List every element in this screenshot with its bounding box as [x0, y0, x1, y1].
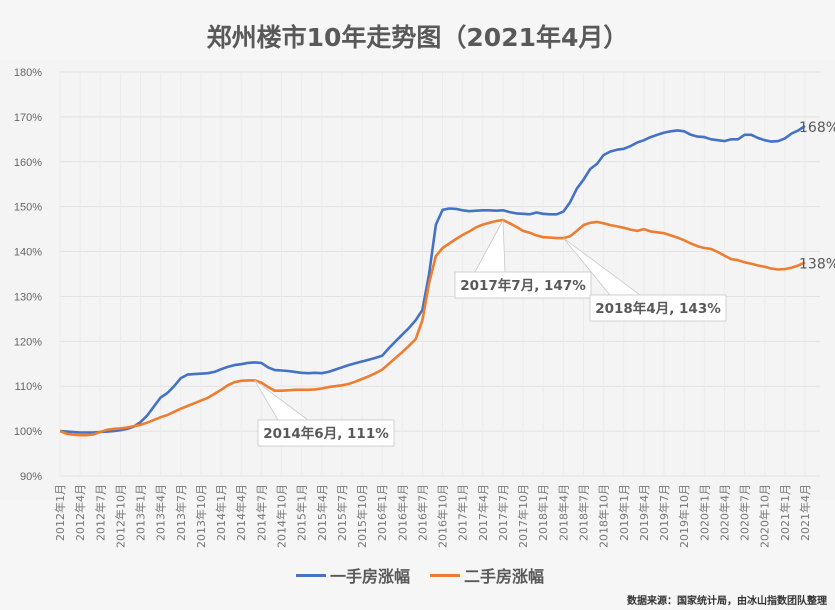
x-tick-label: 2017年7月 — [496, 484, 510, 541]
end-value-label: 138% — [799, 256, 835, 272]
legend-item-new-homes[interactable]: 一手房涨幅 — [296, 563, 410, 587]
x-tick-label: 2018年7月 — [577, 484, 591, 541]
end-value-label: 168% — [799, 120, 835, 136]
x-tick-label: 2012年10月 — [113, 484, 127, 548]
x-tick-label: 2012年7月 — [93, 484, 107, 541]
x-tick-label: 2019年10月 — [677, 484, 691, 548]
x-tick-label: 2012年1月 — [53, 484, 67, 541]
x-tick-label: 2014年7月 — [254, 484, 268, 541]
data-source-note: 数据来源：国家统计局，由冰山指数团队整理 — [627, 596, 827, 607]
x-tick-label: 2020年7月 — [738, 484, 752, 541]
legend-label: 一手房涨幅 — [330, 567, 411, 586]
x-tick-label: 2015年4月 — [315, 484, 329, 541]
x-tick-label: 2020年10月 — [758, 484, 772, 548]
x-tick-label: 2017年10月 — [516, 484, 530, 548]
y-tick-label: 110% — [15, 381, 43, 393]
x-tick-label: 2013年7月 — [174, 484, 188, 541]
x-tick-label: 2017年1月 — [456, 484, 470, 541]
x-tick-label: 2016年10月 — [436, 484, 450, 548]
x-tick-label: 2019年7月 — [657, 484, 671, 541]
x-tick-label: 2021年1月 — [778, 484, 792, 541]
x-tick-label: 2017年4月 — [476, 484, 490, 541]
x-tick-label: 2019年4月 — [637, 484, 651, 541]
y-tick-label: 160% — [14, 157, 42, 169]
y-tick-label: 90% — [20, 471, 42, 483]
callout-box — [454, 271, 592, 299]
y-tick-label: 100% — [14, 426, 42, 438]
y-tick-label: 140% — [14, 247, 42, 259]
x-tick-label: 2014年1月 — [214, 484, 228, 541]
x-tick-label: 2018年1月 — [536, 484, 550, 541]
x-tick-label: 2016年1月 — [375, 484, 389, 541]
x-tick-label: 2013年10月 — [194, 484, 208, 548]
y-tick-label: 150% — [14, 202, 42, 214]
x-tick-label: 2020年1月 — [697, 484, 711, 541]
legend-item-resale-homes[interactable]: 二手房涨幅 — [430, 563, 544, 587]
legend-label: 二手房涨幅 — [464, 567, 545, 586]
series-line-new-homes — [59, 124, 806, 434]
y-tick-label: 170% — [14, 112, 42, 124]
x-tick-label: 2014年4月 — [234, 484, 248, 541]
x-tick-label: 2020年4月 — [717, 484, 731, 541]
x-tick-label: 2016年4月 — [395, 484, 409, 541]
x-tick-label: 2015年10月 — [355, 484, 369, 548]
chart-title: 郑州楼市10年走势图（2021年4月） — [206, 23, 629, 52]
x-tick-label: 2014年10月 — [274, 484, 288, 548]
y-tick-label: 130% — [14, 291, 42, 303]
x-tick-label: 2019年1月 — [617, 484, 631, 541]
y-tick-label: 120% — [14, 336, 42, 348]
legend-swatch-blue — [296, 573, 326, 577]
x-tick-label: 2013年1月 — [134, 484, 148, 541]
plot-area — [0, 60, 835, 500]
x-tick-label: 2016年7月 — [415, 484, 429, 541]
callout-label: 2018年4月, 143% — [595, 300, 721, 317]
callout-label: 2014年6月, 111% — [263, 425, 389, 442]
legend-swatch-orange — [430, 573, 460, 577]
x-tick-label: 2018年4月 — [556, 484, 570, 541]
x-tick-label: 2012年4月 — [73, 484, 87, 541]
x-tick-label: 2018年10月 — [597, 484, 611, 548]
x-tick-label: 2015年1月 — [295, 484, 309, 541]
x-tick-label: 2015年7月 — [335, 484, 349, 541]
x-tick-label: 2021年4月 — [798, 484, 812, 541]
callout-box — [257, 419, 395, 447]
callout-label: 2017年7月, 147% — [460, 277, 586, 294]
y-tick-label: 180% — [14, 67, 42, 79]
series-line-resale — [59, 218, 806, 437]
callout-box — [589, 294, 727, 322]
x-tick-label: 2013年4月 — [154, 484, 168, 541]
